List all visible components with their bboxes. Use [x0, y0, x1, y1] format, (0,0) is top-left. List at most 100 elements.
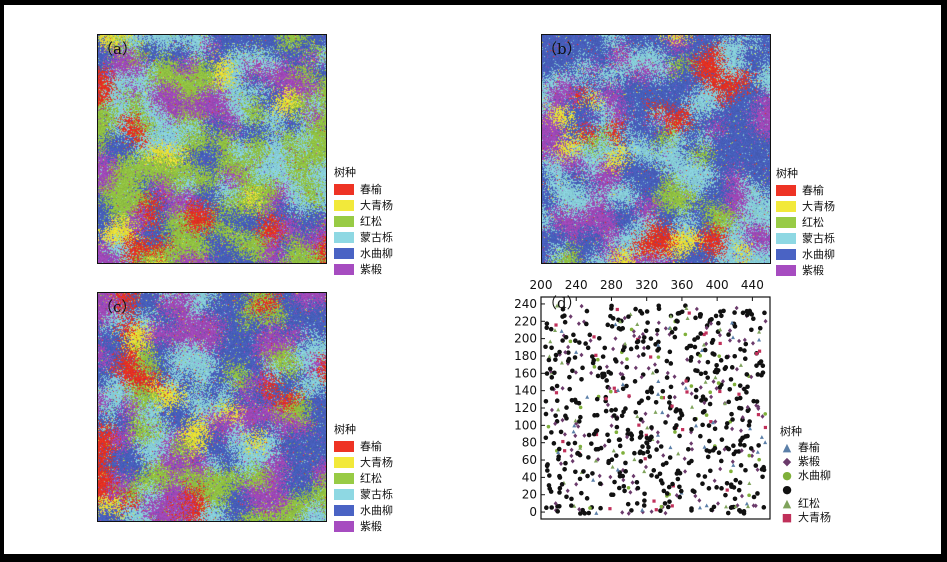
scatter-point [732, 310, 737, 315]
scatter-point [743, 467, 748, 473]
scatter-point [551, 441, 557, 446]
legend-item: ▲ 红松 [780, 496, 831, 511]
scatter-point [637, 450, 643, 456]
scatter-point [698, 433, 703, 439]
scatter-point [572, 355, 578, 360]
scatter-point [594, 396, 600, 402]
scatter-point [625, 427, 631, 433]
scatter-point [732, 382, 737, 387]
scatter-point [702, 474, 708, 479]
scatter-point [648, 434, 654, 440]
scatter-point [596, 357, 600, 362]
scatter-point [586, 455, 591, 460]
scatter-point [620, 347, 626, 353]
scatter-point [741, 509, 747, 514]
scatter-point [696, 473, 701, 478]
scatter-point [618, 327, 623, 332]
legend-label: 红松 [798, 497, 820, 510]
scatter-point [620, 386, 626, 392]
scatter-point [670, 404, 674, 408]
scatter-point [730, 426, 735, 432]
scatter-point [642, 345, 647, 351]
scatter-point [682, 456, 687, 462]
scatter-point [565, 488, 570, 494]
scatter-point [594, 432, 599, 437]
scatter-point [707, 401, 713, 407]
scatter-point [697, 498, 702, 503]
scatter-point [615, 467, 620, 472]
scatter-point [588, 506, 592, 510]
scatter-point [592, 365, 597, 369]
scatter-point [763, 425, 768, 430]
scatter-point [660, 480, 665, 486]
scatter-point [605, 402, 610, 408]
scatter-point [573, 418, 578, 423]
legend-label: 紫椴 [802, 264, 824, 277]
scatter-point [603, 408, 609, 414]
scatter-point [747, 419, 752, 424]
scatter-point [748, 426, 753, 431]
legend-swatch [334, 456, 354, 468]
scatter-point [609, 457, 615, 463]
scatter-point [610, 464, 615, 469]
scatter-point [591, 477, 596, 482]
scatter-point [559, 360, 564, 365]
scatter-point [659, 395, 664, 400]
scatter-point [571, 332, 576, 338]
map-panel-b [541, 34, 771, 264]
scatter-point [621, 483, 627, 489]
scatter-point [695, 335, 701, 340]
scatter-point [629, 508, 634, 513]
scatter-point [724, 504, 729, 509]
scatter-point [704, 331, 708, 335]
scatter-point [577, 340, 582, 345]
scatter-point [674, 493, 679, 498]
scatter-point [578, 405, 583, 410]
scatter-point [705, 359, 711, 365]
scatter-point [553, 501, 558, 506]
legend-item: ◆ 紫椴 [780, 454, 831, 469]
scatter-point [745, 404, 750, 410]
scatter-point [614, 430, 619, 435]
scatter-point [572, 423, 577, 428]
legend-marker: ▲ [782, 440, 792, 454]
scatter-point [589, 370, 594, 376]
scatter-point [628, 346, 634, 352]
scatter-point [626, 314, 631, 319]
x-tick-label: 200 [530, 278, 553, 292]
scatter-point [640, 507, 645, 512]
scatter-point [545, 462, 550, 467]
scatter-point [660, 410, 665, 415]
scatter-point [656, 379, 661, 384]
scatter-point [644, 309, 650, 314]
scatter-point [564, 494, 569, 500]
legend-item: 春榆 [334, 181, 393, 197]
scatter-point [678, 488, 684, 494]
scatter-point [617, 437, 623, 443]
scatter-point [704, 413, 709, 417]
figure-sheet: （a） 树种 春榆 大青杨 红松 蒙古栎 水曲柳 紫椴 （b） 树种 春榆 大青杨 红松 蒙古栎 水曲… [4, 5, 941, 554]
scatter-point [757, 329, 762, 334]
scatter-point [549, 375, 555, 380]
scatter-point [712, 478, 717, 484]
scatter-point [650, 370, 655, 375]
scatter-point [634, 345, 640, 350]
legend-swatch [776, 184, 796, 196]
scatter-point [709, 316, 714, 322]
scatter-point [617, 443, 623, 449]
scatter-point [732, 496, 738, 502]
scatter-point [656, 303, 662, 309]
scatter-point [755, 372, 761, 377]
scatter-point [698, 371, 704, 377]
legend-swatch [776, 216, 796, 228]
y-tick-label: 60 [522, 453, 537, 467]
scatter-point [732, 353, 738, 359]
scatter-point [757, 349, 762, 353]
scatter-point [675, 319, 680, 324]
scatter-point [609, 324, 615, 329]
scatter-point [618, 319, 623, 324]
legend-title: 树种 [776, 167, 798, 180]
scatter-point [609, 408, 614, 413]
scatter-point [664, 375, 670, 380]
scatter-point [744, 390, 749, 395]
